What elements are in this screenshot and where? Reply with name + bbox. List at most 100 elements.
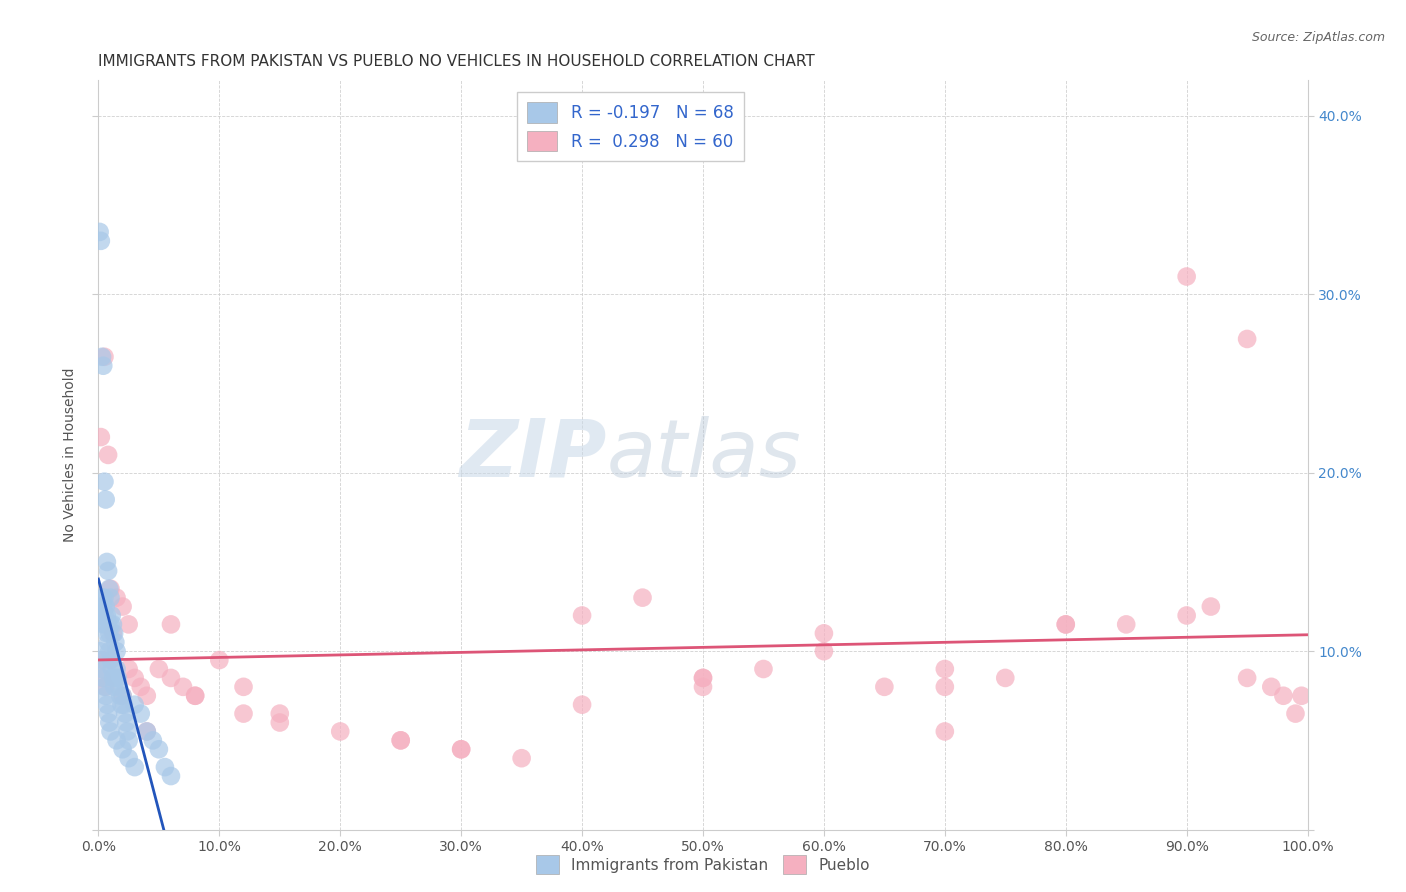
Point xyxy=(631,591,654,605)
Point xyxy=(118,662,141,676)
Point xyxy=(160,769,183,783)
Point xyxy=(91,671,114,685)
Point xyxy=(100,617,122,632)
Point xyxy=(129,680,152,694)
Point xyxy=(160,671,183,685)
Point xyxy=(100,662,122,676)
Point xyxy=(93,475,115,489)
Point xyxy=(107,671,129,685)
Point xyxy=(103,680,125,694)
Point xyxy=(232,680,254,694)
Point xyxy=(97,448,120,462)
Point xyxy=(89,644,111,658)
Point xyxy=(101,617,124,632)
Point xyxy=(1175,269,1198,284)
Point xyxy=(100,653,122,667)
Point xyxy=(93,350,115,364)
Point xyxy=(1199,599,1222,614)
Point xyxy=(100,582,122,596)
Point xyxy=(111,689,134,703)
Point xyxy=(108,680,131,694)
Point xyxy=(813,626,835,640)
Point xyxy=(329,724,352,739)
Point xyxy=(752,662,775,676)
Point xyxy=(111,599,134,614)
Point xyxy=(389,733,412,747)
Point xyxy=(118,751,141,765)
Point xyxy=(94,599,117,614)
Point xyxy=(97,564,120,578)
Point xyxy=(813,644,835,658)
Point xyxy=(96,698,118,712)
Point xyxy=(96,555,118,569)
Point xyxy=(108,689,131,703)
Point xyxy=(117,724,139,739)
Point xyxy=(112,698,135,712)
Point xyxy=(100,653,122,667)
Point xyxy=(124,671,146,685)
Point xyxy=(96,608,118,623)
Point xyxy=(1291,689,1313,703)
Point xyxy=(184,689,207,703)
Point xyxy=(101,671,124,685)
Point xyxy=(100,724,122,739)
Point xyxy=(135,724,157,739)
Point xyxy=(90,430,112,444)
Point xyxy=(91,591,114,605)
Point xyxy=(94,680,117,694)
Point xyxy=(184,689,207,703)
Point xyxy=(90,599,112,614)
Point xyxy=(97,635,120,649)
Point xyxy=(94,689,117,703)
Point xyxy=(105,733,128,747)
Point xyxy=(1115,617,1137,632)
Point xyxy=(450,742,472,756)
Point xyxy=(160,617,183,632)
Point xyxy=(111,742,134,756)
Point xyxy=(90,653,112,667)
Point xyxy=(91,350,114,364)
Point xyxy=(93,608,115,623)
Point xyxy=(91,617,114,632)
Point xyxy=(118,733,141,747)
Point xyxy=(1272,689,1295,703)
Point xyxy=(389,733,412,747)
Point xyxy=(103,626,125,640)
Point xyxy=(100,608,122,623)
Point xyxy=(91,608,114,623)
Point xyxy=(148,742,170,756)
Point xyxy=(269,715,291,730)
Point xyxy=(148,662,170,676)
Point xyxy=(91,662,114,676)
Point xyxy=(91,653,114,667)
Point xyxy=(110,698,132,712)
Point xyxy=(115,715,138,730)
Point xyxy=(692,680,714,694)
Point xyxy=(91,599,114,614)
Point xyxy=(97,706,120,721)
Point xyxy=(100,591,122,605)
Point xyxy=(129,706,152,721)
Point xyxy=(571,608,593,623)
Legend: Immigrants from Pakistan, Pueblo: Immigrants from Pakistan, Pueblo xyxy=(530,849,876,880)
Point xyxy=(105,591,128,605)
Point xyxy=(450,742,472,756)
Point xyxy=(571,698,593,712)
Text: ZIP: ZIP xyxy=(458,416,606,494)
Point xyxy=(934,680,956,694)
Point xyxy=(153,760,176,774)
Point xyxy=(98,715,121,730)
Point xyxy=(692,671,714,685)
Point xyxy=(1260,680,1282,694)
Point xyxy=(232,706,254,721)
Point xyxy=(114,706,136,721)
Point xyxy=(1054,617,1077,632)
Text: IMMIGRANTS FROM PAKISTAN VS PUEBLO NO VEHICLES IN HOUSEHOLD CORRELATION CHART: IMMIGRANTS FROM PAKISTAN VS PUEBLO NO VE… xyxy=(98,54,815,70)
Point xyxy=(510,751,533,765)
Text: atlas: atlas xyxy=(606,416,801,494)
Point xyxy=(208,653,231,667)
Point xyxy=(934,662,956,676)
Point xyxy=(135,689,157,703)
Point xyxy=(91,359,114,373)
Y-axis label: No Vehicles in Household: No Vehicles in Household xyxy=(63,368,77,542)
